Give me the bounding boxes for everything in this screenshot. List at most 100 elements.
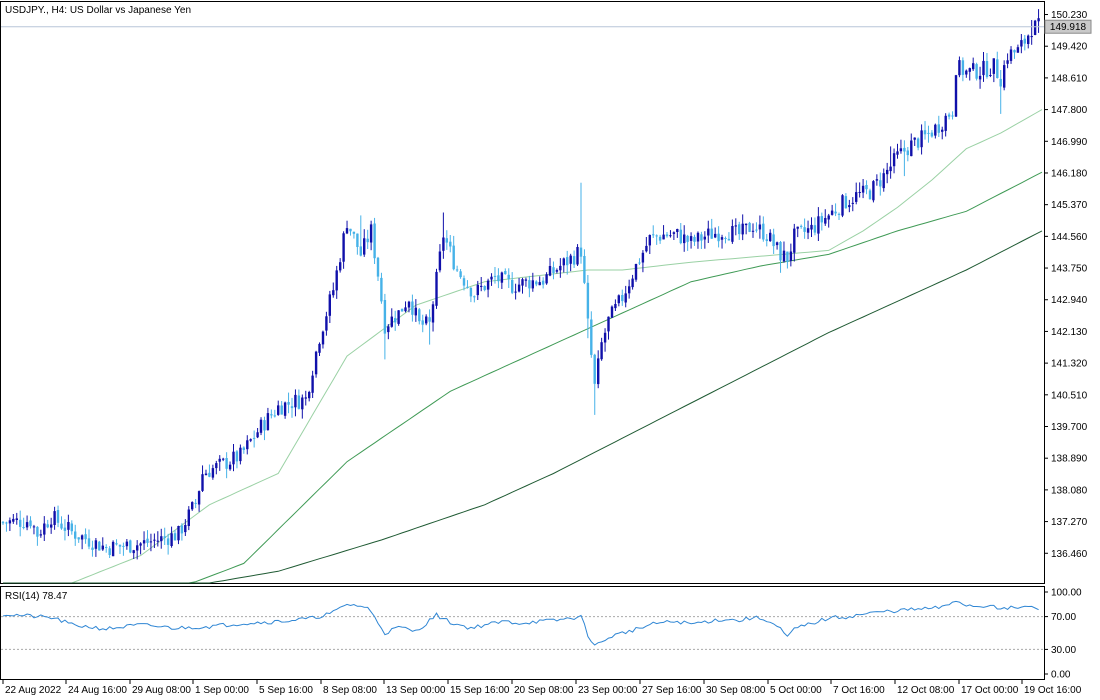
candle-body: [1009, 49, 1013, 61]
candle-body: [683, 234, 686, 244]
candle-body: [624, 293, 627, 303]
candle-body: [249, 439, 252, 441]
candle-body: [865, 185, 868, 190]
candle-body: [586, 282, 590, 319]
candle-body: [308, 392, 311, 399]
candle-body: [758, 224, 762, 230]
candle-body: [363, 238, 366, 255]
candle-body: [177, 526, 180, 541]
candle-body: [999, 78, 1002, 87]
candle-body: [765, 239, 768, 241]
candle-body: [934, 124, 937, 136]
price-axis-label: 149.420: [1051, 42, 1088, 53]
candle-body: [975, 64, 978, 79]
candle-body: [576, 247, 579, 265]
candle-body: [524, 279, 528, 281]
candle-body: [225, 458, 228, 469]
candle-body: [504, 271, 507, 275]
candle-body: [562, 258, 565, 266]
candle-body: [607, 316, 610, 332]
candle-body: [356, 233, 359, 247]
price-axis-label: 142.940: [1051, 295, 1088, 306]
candle-body: [290, 406, 294, 409]
candle-body: [855, 192, 858, 202]
candle-body: [215, 463, 218, 469]
candle-body: [566, 257, 569, 266]
candle-body: [517, 284, 521, 292]
candle-body: [473, 296, 476, 298]
candle-body: [50, 524, 53, 528]
candle-body: [1, 522, 5, 524]
candle-body: [438, 251, 442, 271]
candle-body: [923, 130, 927, 135]
candle-body: [1027, 35, 1030, 44]
candle-body: [689, 236, 693, 241]
candle-body: [163, 536, 166, 538]
candle-body: [806, 228, 810, 233]
current-price-tag-bg: [1044, 19, 1092, 34]
candle-body: [820, 216, 823, 223]
time-axis-label: 13 Sep 00:00: [386, 685, 446, 696]
candle-body: [53, 511, 56, 525]
candle-body: [848, 205, 851, 208]
rsi-axis-label: 0.00: [1051, 670, 1071, 681]
candle-body: [335, 270, 338, 291]
candle-body: [153, 539, 156, 541]
candle-body: [693, 236, 696, 242]
candle-body: [486, 280, 490, 290]
candle-body: [989, 75, 992, 76]
candle-body: [772, 234, 775, 247]
candle-body: [511, 280, 514, 293]
time-axis-label: 12 Oct 08:00: [897, 685, 955, 696]
candle-body: [142, 540, 146, 544]
time-axis-label: 8 Sep 08:00: [323, 685, 377, 696]
price-axis-label: 141.320: [1051, 359, 1088, 370]
candle-body: [714, 233, 717, 238]
candle-body: [156, 540, 159, 542]
candle-body: [875, 179, 879, 181]
candle-body: [43, 523, 46, 535]
candle-body: [414, 307, 417, 316]
candlestick-series: [1, 9, 1040, 560]
time-axis-label: 5 Sep 16:00: [259, 685, 313, 696]
candle-body: [187, 509, 190, 526]
candle-body: [407, 301, 411, 308]
candle-body: [132, 550, 135, 554]
candle-body: [872, 181, 875, 201]
candle-body: [634, 264, 638, 280]
candle-body: [614, 304, 617, 309]
candle-body: [593, 354, 596, 384]
candle-body: [621, 295, 624, 302]
candle-body: [1006, 60, 1009, 64]
candle-body: [94, 540, 98, 549]
time-axis-label: 20 Sep 08:00: [514, 685, 574, 696]
candle-body: [235, 451, 239, 462]
candle-body: [958, 60, 961, 76]
time-axis-label: 15 Sep 16:00: [450, 685, 510, 696]
time-axis-label: 24 Aug 16:00: [68, 685, 127, 696]
candle-body: [631, 278, 634, 288]
ma-slow-line: [3, 230, 1043, 584]
ma-fast-line: [3, 109, 1043, 584]
candle-body: [22, 527, 25, 528]
price-axis-label: 145.370: [1051, 200, 1088, 211]
candle-body: [339, 262, 342, 271]
candle-body: [655, 235, 658, 237]
candle-body: [263, 420, 266, 431]
candle-body: [208, 472, 211, 477]
candle-body: [521, 279, 524, 286]
candle-body: [707, 228, 710, 236]
candle-body: [507, 274, 510, 279]
candle-body: [218, 458, 221, 462]
candle-body: [579, 247, 583, 257]
candle-body: [800, 225, 803, 227]
price-axis-label: 147.800: [1051, 105, 1088, 116]
candle-body: [46, 524, 49, 528]
candle-body: [428, 317, 431, 322]
time-axis: 22 Aug 2022 24 Aug 16:00 29 Aug 08:00 1 Sep…: [2, 680, 1082, 696]
candle-body: [1033, 20, 1037, 35]
candle-body: [242, 447, 245, 450]
price-axis-label: 136.460: [1051, 549, 1088, 560]
candle-body: [896, 151, 899, 155]
candle-body: [328, 294, 331, 316]
